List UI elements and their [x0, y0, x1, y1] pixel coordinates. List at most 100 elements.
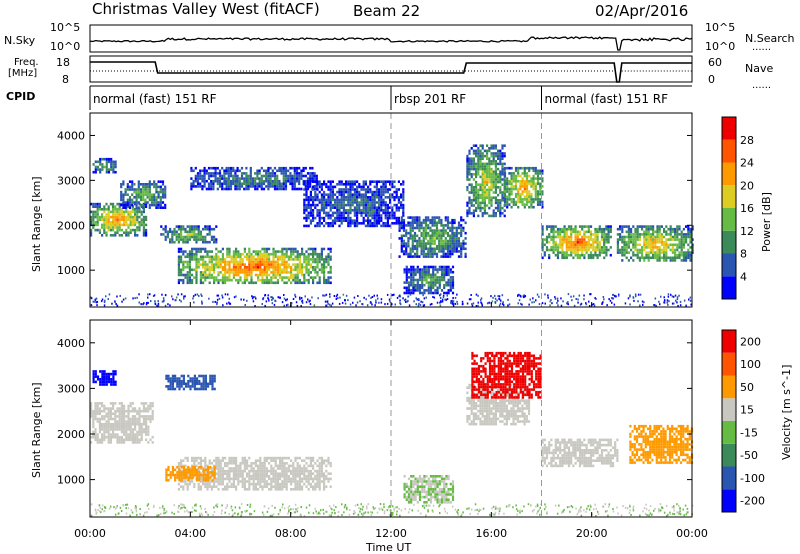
heatmap-cell [483, 188, 486, 192]
ground-scatter-cell [90, 296, 92, 299]
heatmap-cell [634, 230, 637, 234]
nsky-trace [89, 36, 693, 51]
heatmap-cell [135, 196, 138, 199]
heatmap-cell [427, 289, 430, 292]
heatmap-cell [323, 201, 326, 204]
ground-scatter-cell [324, 300, 327, 303]
heatmap-cell [305, 206, 308, 209]
heatmap-cell [112, 221, 115, 224]
ground-scatter-cell [501, 294, 504, 297]
heatmap-cell [114, 420, 117, 423]
heatmap-cell [234, 179, 237, 183]
heatmap-cell [199, 250, 202, 253]
heatmap-cell [298, 260, 301, 264]
heatmap-cell [356, 216, 359, 220]
heatmap-cell [466, 157, 469, 160]
heatmap-cell [142, 234, 145, 237]
heatmap-cell [411, 216, 414, 219]
heatmap-cell [585, 235, 588, 239]
heatmap-cell [134, 223, 137, 227]
heatmap-cell [96, 160, 100, 164]
heatmap-cell [243, 250, 246, 253]
ground-scatter-cell [571, 299, 573, 302]
heatmap-cell [345, 183, 348, 186]
heatmap-cell [112, 208, 115, 211]
heatmap-cell [486, 152, 489, 155]
heatmap-cell [122, 206, 125, 209]
heatmap-cell [488, 201, 491, 205]
heatmap-cell [340, 203, 343, 207]
ground-scatter-cell [246, 299, 248, 302]
heatmap-cell [523, 198, 526, 201]
heatmap-cell [312, 188, 315, 191]
heatmap-cell [514, 192, 518, 196]
heatmap-cell [316, 260, 319, 264]
heatmap-cell [654, 251, 657, 254]
heatmap-cell [101, 378, 104, 381]
heatmap-cell [447, 281, 450, 284]
heatmap-cell [494, 152, 497, 155]
heatmap-cell [225, 166, 228, 170]
heatmap-cell [492, 154, 495, 158]
heatmap-cell [400, 244, 403, 248]
heatmap-cell [334, 211, 337, 215]
heatmap-cell [164, 193, 167, 196]
heatmap-cell [594, 233, 597, 236]
ground-scatter-cell [408, 304, 411, 307]
heatmap-cell [616, 246, 619, 249]
heatmap-cell [412, 270, 415, 274]
heatmap-cell [340, 193, 343, 196]
heatmap-cell [292, 250, 295, 253]
heatmap-cell [287, 276, 290, 279]
heatmap-cell [207, 166, 211, 170]
heatmap-cell [320, 252, 323, 256]
heatmap-cell [289, 166, 292, 170]
heatmap-cell [499, 178, 502, 181]
heatmap-cell [151, 404, 154, 408]
heatmap-cell [506, 205, 509, 209]
heatmap-cell [186, 238, 189, 241]
heatmap-cell [621, 238, 624, 241]
heatmap-cell [378, 198, 381, 202]
heatmap-cell [440, 229, 443, 232]
heatmap-cell [440, 242, 443, 245]
heatmap-cell [477, 214, 480, 218]
heatmap-cell [351, 180, 354, 183]
heatmap-cell [314, 260, 317, 264]
heatmap-cell [135, 193, 138, 196]
heatmap-cell [289, 172, 292, 175]
heatmap-cell [203, 182, 206, 186]
heatmap-cell [103, 383, 106, 386]
heatmap-cell [400, 201, 403, 204]
heatmap-cell [596, 230, 599, 234]
heatmap-cell [298, 252, 301, 256]
heatmap-cell [561, 256, 564, 260]
heatmap-cell [290, 255, 293, 259]
heatmap-cell [483, 170, 486, 173]
heatmap-cell [171, 230, 174, 234]
heatmap-cell [103, 205, 106, 208]
heatmap-cell [254, 172, 257, 175]
heatmap-cell [92, 425, 95, 429]
heatmap-cell [691, 246, 694, 249]
heatmap-cell [98, 417, 101, 421]
heatmap-cell [336, 206, 339, 209]
heatmap-cell [453, 231, 456, 235]
heatmap-cell [245, 172, 248, 175]
heatmap-cell [340, 196, 343, 199]
ground-scatter-cell [149, 293, 151, 296]
heatmap-cell [201, 169, 204, 173]
ground-scatter-cell [415, 303, 417, 306]
heatmap-cell [405, 268, 408, 271]
heatmap-cell [240, 166, 244, 170]
heatmap-cell [565, 248, 568, 252]
heatmap-cell [316, 188, 319, 191]
ground-scatter-cell [608, 298, 610, 301]
colorbar-tick-label: 4 [740, 270, 747, 283]
heatmap-cell [92, 170, 95, 174]
ground-scatter-cell [366, 304, 369, 307]
heatmap-cell [316, 255, 319, 259]
heatmap-cell [210, 235, 213, 239]
heatmap-cell [290, 247, 293, 251]
heatmap-cell [378, 206, 381, 209]
